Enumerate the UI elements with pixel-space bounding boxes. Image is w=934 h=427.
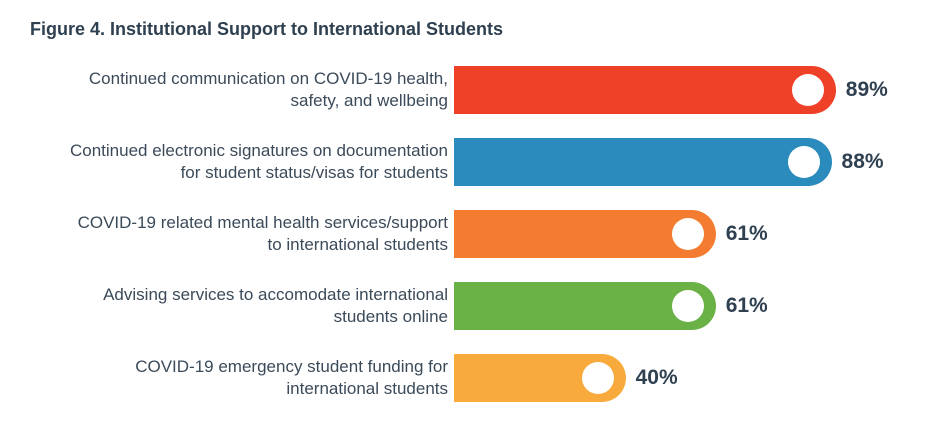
category-label: Continued electronic signatures on docum…	[18, 140, 448, 184]
category-label: COVID-19 related mental health services/…	[18, 212, 448, 256]
value-label: 61%	[725, 222, 768, 245]
bar-end-dot	[581, 362, 614, 394]
bar	[454, 354, 626, 402]
category-label: Advising services to accomodate internat…	[18, 284, 448, 328]
value-label: 88%	[841, 150, 884, 173]
category-label: COVID-19 emergency student funding for in…	[18, 356, 448, 400]
value-label: 89%	[845, 78, 888, 101]
chart-title: Figure 4. Institutional Support to Inter…	[30, 19, 503, 39]
value-label: 40%	[635, 366, 678, 389]
bar	[454, 138, 832, 186]
category-label-line: to international students	[267, 235, 448, 254]
category-label-line: for student status/visas for students	[180, 163, 448, 182]
bar-end-dot	[787, 146, 820, 178]
category-label-line: COVID-19 emergency student funding for	[135, 357, 448, 376]
category-label-line: safety, and wellbeing	[290, 91, 448, 110]
category-label-line: Continued communication on COVID-19 heal…	[88, 69, 448, 88]
bar	[454, 210, 716, 258]
category-label-line: COVID-19 related mental health services/…	[77, 213, 448, 232]
bar-end-dot	[671, 218, 704, 250]
bar	[454, 282, 716, 330]
category-label-line: Advising services to accomodate internat…	[103, 285, 448, 304]
bar-end-dot	[671, 290, 704, 322]
category-label: Continued communication on COVID-19 heal…	[18, 68, 448, 112]
category-label-line: Continued electronic signatures on docum…	[69, 141, 448, 160]
value-label: 61%	[725, 294, 768, 317]
bar	[454, 66, 836, 114]
category-label-line: international students	[286, 379, 448, 398]
bar-end-dot	[791, 74, 824, 106]
category-label-line: students online	[333, 307, 448, 326]
